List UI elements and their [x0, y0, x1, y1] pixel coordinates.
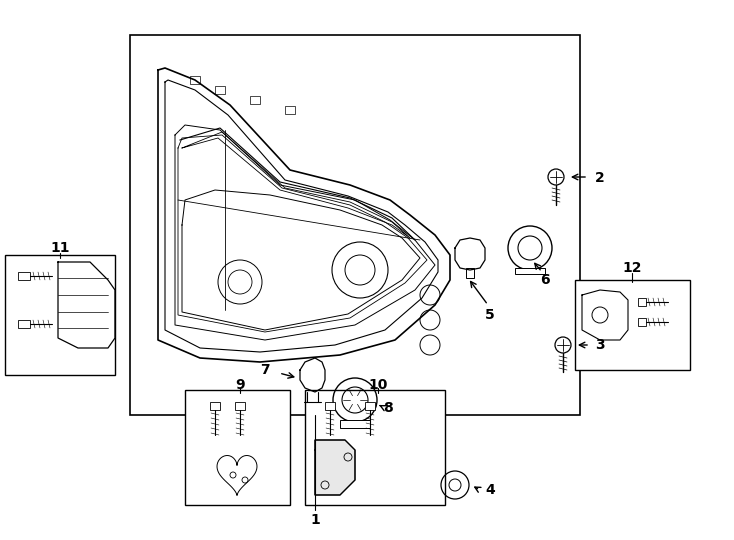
Bar [365, 402, 375, 410]
Bar [515, 268, 545, 274]
Bar [235, 402, 245, 410]
Text: 7: 7 [260, 363, 270, 377]
Bar [285, 106, 295, 114]
Text: 1: 1 [310, 513, 320, 527]
Text: 9: 9 [235, 378, 245, 392]
Text: 8: 8 [383, 401, 393, 415]
Text: 6: 6 [540, 273, 550, 287]
Polygon shape [315, 440, 355, 495]
Bar [325, 402, 335, 410]
Bar [340, 420, 370, 428]
Bar [466, 268, 474, 278]
Bar [130, 35, 580, 415]
Bar [18, 272, 30, 280]
Text: 10: 10 [368, 378, 388, 392]
Text: 3: 3 [595, 338, 605, 352]
Bar [638, 318, 646, 326]
Bar [190, 76, 200, 84]
Bar [210, 402, 220, 410]
Bar [638, 298, 646, 306]
Bar [215, 86, 225, 94]
Text: 4: 4 [485, 483, 495, 497]
Bar [185, 390, 290, 505]
Text: 12: 12 [622, 261, 642, 275]
Text: 5: 5 [485, 308, 495, 322]
Bar [5, 255, 115, 375]
Bar [18, 320, 30, 328]
Text: 2: 2 [595, 171, 605, 185]
Bar [575, 280, 690, 370]
Bar [250, 96, 260, 104]
Bar [305, 390, 445, 505]
Text: 11: 11 [50, 241, 70, 255]
